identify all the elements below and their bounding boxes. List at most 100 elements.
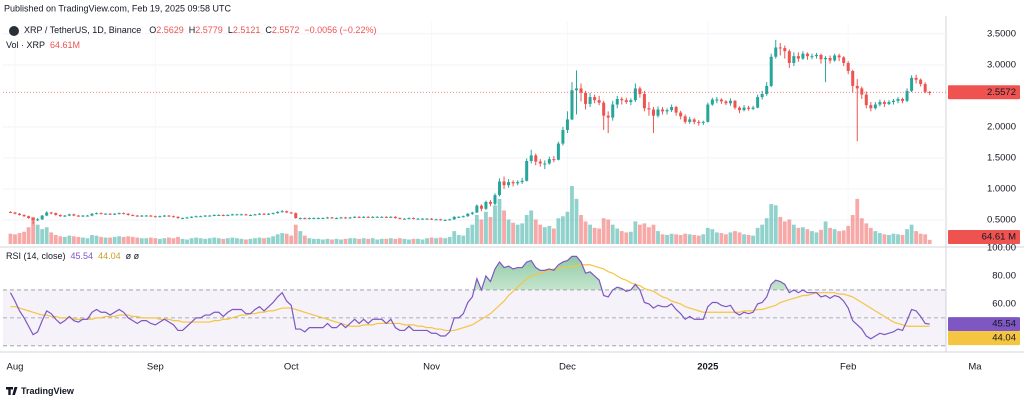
ohlc-letter: H (189, 25, 196, 35)
candle-body (674, 107, 678, 113)
candle-body (448, 219, 452, 221)
candle-body (525, 160, 529, 181)
candle-body (574, 88, 578, 91)
candle-body (67, 214, 71, 216)
volume-bar (556, 218, 561, 244)
volume-bar (810, 231, 814, 244)
candle-body (860, 88, 864, 95)
footer-brand: TradingView (21, 386, 75, 396)
ohlc-value: 2.5779 (195, 25, 223, 35)
volume-bar (533, 219, 538, 244)
volume-bar (357, 238, 362, 244)
candle-body (556, 143, 560, 160)
volume-bar (742, 234, 746, 244)
y-tick-label: 0.5000 (987, 214, 1016, 225)
volume-bar (271, 236, 276, 244)
candle-body (493, 195, 497, 204)
y-tick-label: 3.0000 (987, 59, 1016, 70)
volume-bar (144, 238, 149, 244)
candle-body (307, 218, 311, 220)
candle-body (728, 100, 732, 104)
candle-body (520, 180, 524, 183)
candle-body (679, 112, 683, 117)
rsi-line (9, 255, 930, 340)
candle-body (561, 129, 565, 144)
candle-body (891, 100, 895, 103)
candle-body (194, 216, 198, 218)
volume-bar (402, 238, 407, 244)
candle-body (421, 218, 425, 220)
volume-bar (194, 237, 199, 244)
candle-body (312, 218, 316, 220)
candle-body (661, 109, 665, 112)
candle-body (756, 97, 760, 108)
candle-body (280, 211, 284, 213)
volume-bar (253, 238, 257, 244)
candle-body (670, 107, 674, 111)
candle-body (543, 163, 547, 165)
candle-body (108, 213, 112, 215)
candle-body (244, 214, 248, 216)
volume-bar (334, 238, 339, 244)
candle-body (58, 214, 62, 217)
volume-bar (642, 223, 647, 244)
candle-body (819, 54, 823, 60)
volume-bar (148, 237, 153, 244)
candle-body (113, 213, 117, 215)
candle-body (783, 48, 787, 52)
candle-body (389, 216, 393, 218)
y-tick-label: 1.5000 (987, 152, 1016, 163)
candle-body (760, 93, 764, 98)
candle-body (294, 213, 298, 219)
volume-bar (289, 235, 294, 244)
candle-body (887, 102, 891, 104)
volume-bar (737, 232, 742, 244)
candle-body (131, 214, 135, 216)
rsi-ma-value-box (948, 331, 1020, 346)
candle-body (149, 215, 153, 217)
volume-bar (71, 236, 76, 244)
candle-body (18, 213, 22, 215)
candle-body (620, 98, 624, 101)
candle-body (796, 56, 800, 59)
volume-bar (275, 234, 280, 244)
candle-body (488, 201, 492, 204)
ohlc-value: 2.5629 (156, 25, 184, 35)
candle-body (579, 88, 583, 93)
volume-bar (99, 236, 103, 244)
volume-bar (420, 239, 425, 244)
volume-bar (31, 216, 36, 244)
volume-bar (176, 236, 180, 244)
x-tick-label: Sep (147, 362, 164, 373)
candle-body (633, 88, 637, 101)
volume-bar (891, 233, 896, 244)
volume-bar (660, 234, 665, 244)
candle-body (95, 213, 99, 215)
volume-bar (280, 233, 285, 244)
rsi-title: RSI (14, close) (6, 251, 66, 261)
candle-body (896, 98, 900, 101)
candle-body (833, 55, 837, 61)
volume-bar (782, 221, 787, 244)
candle-body (407, 218, 411, 220)
candle-body (479, 205, 483, 209)
volume-bar (411, 238, 416, 244)
candle-body (167, 215, 171, 217)
volume-bar (366, 238, 371, 244)
volume-bar (610, 224, 615, 244)
candle-body (140, 215, 144, 217)
candle-body (375, 216, 379, 218)
x-tick-label: Nov (423, 362, 440, 373)
candle-body (330, 217, 334, 219)
volume-bar (524, 215, 529, 244)
candle-body (724, 101, 728, 104)
candle-body (31, 218, 35, 220)
candle-body (624, 100, 628, 103)
volume-bar (248, 238, 253, 244)
y-tick-label: 2.0000 (987, 121, 1016, 132)
volume-bar (379, 238, 384, 244)
volume-bar (112, 236, 117, 244)
volume-bar (542, 227, 547, 244)
volume-bar (447, 236, 452, 244)
